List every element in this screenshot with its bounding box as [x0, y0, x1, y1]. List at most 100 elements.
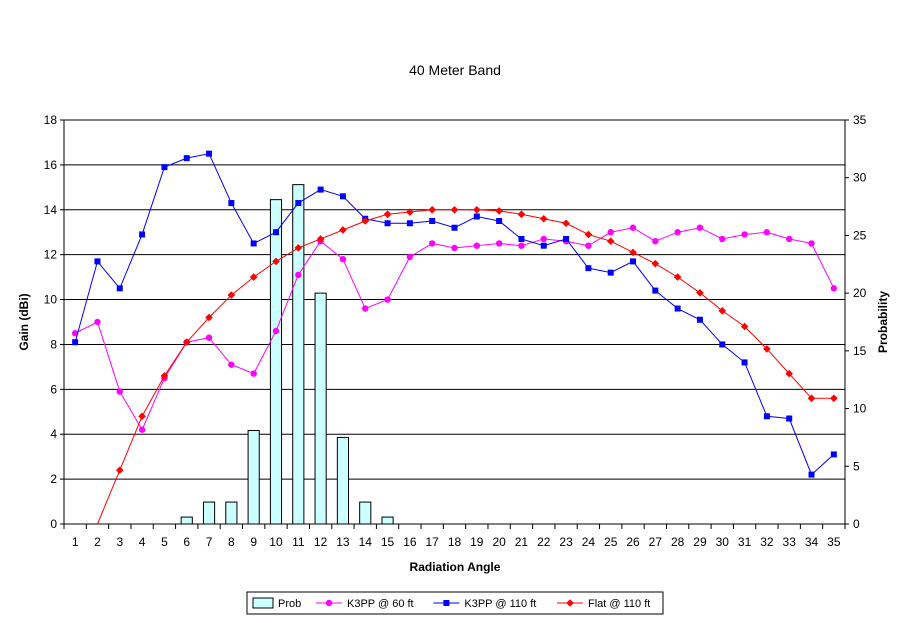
x-tick-label: 23: [559, 535, 573, 549]
bar-prob: [269, 199, 283, 525]
plot-background: [64, 120, 845, 524]
point-flat-110-ft: [249, 273, 258, 281]
legend-marker-k3pp-60-ft: [325, 599, 333, 607]
point-k3pp-110-ft: [272, 229, 279, 236]
bar-prob: [336, 436, 350, 525]
x-tick-label: 35: [827, 535, 841, 549]
point-flat-110-ft: [718, 306, 727, 315]
point-k3pp-110-ft: [473, 213, 480, 220]
point-k3pp-110-ft: [786, 415, 793, 422]
point-k3pp-60-ft: [719, 235, 726, 243]
x-tick-label: 5: [161, 535, 168, 549]
y-left-tick-label: 6: [50, 382, 57, 396]
x-tick-label: 1: [72, 535, 79, 549]
point-k3pp-110-ft: [563, 235, 570, 242]
legend-label-prob: Prob: [278, 598, 301, 610]
point-k3pp-60-ft: [540, 235, 547, 243]
point-k3pp-110-ft: [630, 258, 637, 265]
point-k3pp-60-ft: [384, 296, 391, 303]
x-tick-label: 28: [671, 535, 685, 549]
point-k3pp-110-ft: [585, 265, 592, 272]
y-left-tick-label: 18: [44, 113, 58, 127]
y-right-tick-label: 15: [853, 344, 867, 358]
y-left-tick-label: 0: [50, 517, 57, 531]
point-flat-110-ft: [383, 210, 392, 219]
point-flat-110-ft: [562, 219, 570, 228]
point-flat-110-ft: [696, 289, 704, 297]
point-k3pp-60-ft: [94, 318, 101, 326]
point-k3pp-110-ft: [339, 193, 346, 200]
y-right-tick-label: 20: [853, 286, 867, 300]
x-tick-label: 24: [582, 535, 596, 549]
bar-prob: [180, 516, 193, 525]
point-k3pp-60-ft: [763, 229, 771, 236]
x-tick-label: 3: [116, 535, 123, 549]
x-tick-label: 10: [269, 535, 283, 549]
point-k3pp-110-ft: [384, 220, 391, 227]
x-tick-label: 33: [783, 535, 797, 549]
bar-prob: [314, 292, 327, 525]
point-flat-110-ft: [539, 214, 548, 223]
x-tick-label: 20: [492, 535, 506, 549]
x-tick-label: 34: [805, 535, 819, 549]
point-k3pp-110-ft: [72, 339, 79, 346]
point-flat-110-ft: [115, 466, 124, 474]
point-k3pp-60-ft: [652, 238, 659, 245]
point-k3pp-60-ft: [451, 244, 458, 252]
x-tick-label: 11: [292, 535, 305, 549]
x-tick-label: 32: [760, 535, 774, 549]
x-tick-label: 25: [604, 535, 618, 549]
x-tick-label: 9: [250, 535, 257, 549]
point-flat-110-ft: [629, 248, 637, 257]
y-axis-left-title: Gain (dBi): [17, 293, 31, 350]
point-k3pp-110-ft: [652, 287, 659, 294]
point-flat-110-ft: [227, 291, 236, 299]
point-k3pp-110-ft: [741, 359, 748, 366]
point-flat-110-ft: [830, 394, 838, 403]
legend-swatch-prob: [252, 597, 274, 609]
point-k3pp-60-ft: [585, 242, 592, 249]
y-left-tick-label: 16: [44, 158, 58, 172]
legend: Prob K3PP @ 60 ft K3PP @ 110 ft Flat @ 110 …: [246, 591, 664, 615]
point-flat-110-ft: [584, 230, 593, 239]
y-left-tick-label: 10: [44, 293, 58, 307]
x-tick-label: 4: [139, 535, 146, 549]
y-right-tick-label: 35: [853, 113, 867, 127]
bar-prob: [247, 430, 260, 525]
point-flat-110-ft: [785, 369, 794, 378]
point-k3pp-110-ft: [139, 231, 146, 238]
y-right-tick-label: 0: [853, 517, 860, 531]
point-k3pp-110-ft: [674, 305, 681, 312]
x-tick-label: 13: [336, 535, 350, 549]
x-tick-label: 6: [183, 535, 190, 549]
point-k3pp-110-ft: [295, 200, 302, 207]
point-k3pp-110-ft: [183, 155, 190, 162]
point-k3pp-110-ft: [206, 150, 213, 157]
bar-prob: [225, 501, 238, 525]
x-tick-label: 31: [738, 535, 752, 549]
chart-title: 40 Meter Band: [409, 62, 501, 78]
x-tick-label: 22: [537, 535, 551, 549]
point-flat-110-ft: [807, 394, 816, 403]
point-k3pp-110-ft: [719, 341, 726, 348]
point-k3pp-60-ft: [428, 240, 436, 247]
point-flat-110-ft: [517, 210, 526, 219]
x-tick-label: 17: [426, 535, 440, 549]
y-left-tick-label: 12: [44, 248, 58, 262]
x-tick-label: 2: [94, 535, 101, 549]
y-left-tick-label: 14: [44, 203, 58, 217]
point-k3pp-60-ft: [362, 305, 369, 312]
point-flat-110-ft: [673, 273, 682, 281]
legend-label-flat-110-ft: Flat @ 110 ft: [588, 598, 650, 610]
y-right-tick-label: 5: [853, 459, 860, 473]
x-tick-label: 15: [381, 535, 395, 549]
point-flat-110-ft: [651, 259, 660, 268]
point-flat-110-ft: [495, 207, 503, 215]
point-k3pp-110-ft: [429, 218, 436, 224]
point-k3pp-60-ft: [473, 242, 481, 249]
point-flat-110-ft: [182, 338, 191, 346]
legend-label-k3pp-60-ft: K3PP @ 60 ft: [347, 598, 414, 610]
bar-prob: [359, 501, 372, 525]
point-k3pp-110-ft: [496, 218, 503, 224]
